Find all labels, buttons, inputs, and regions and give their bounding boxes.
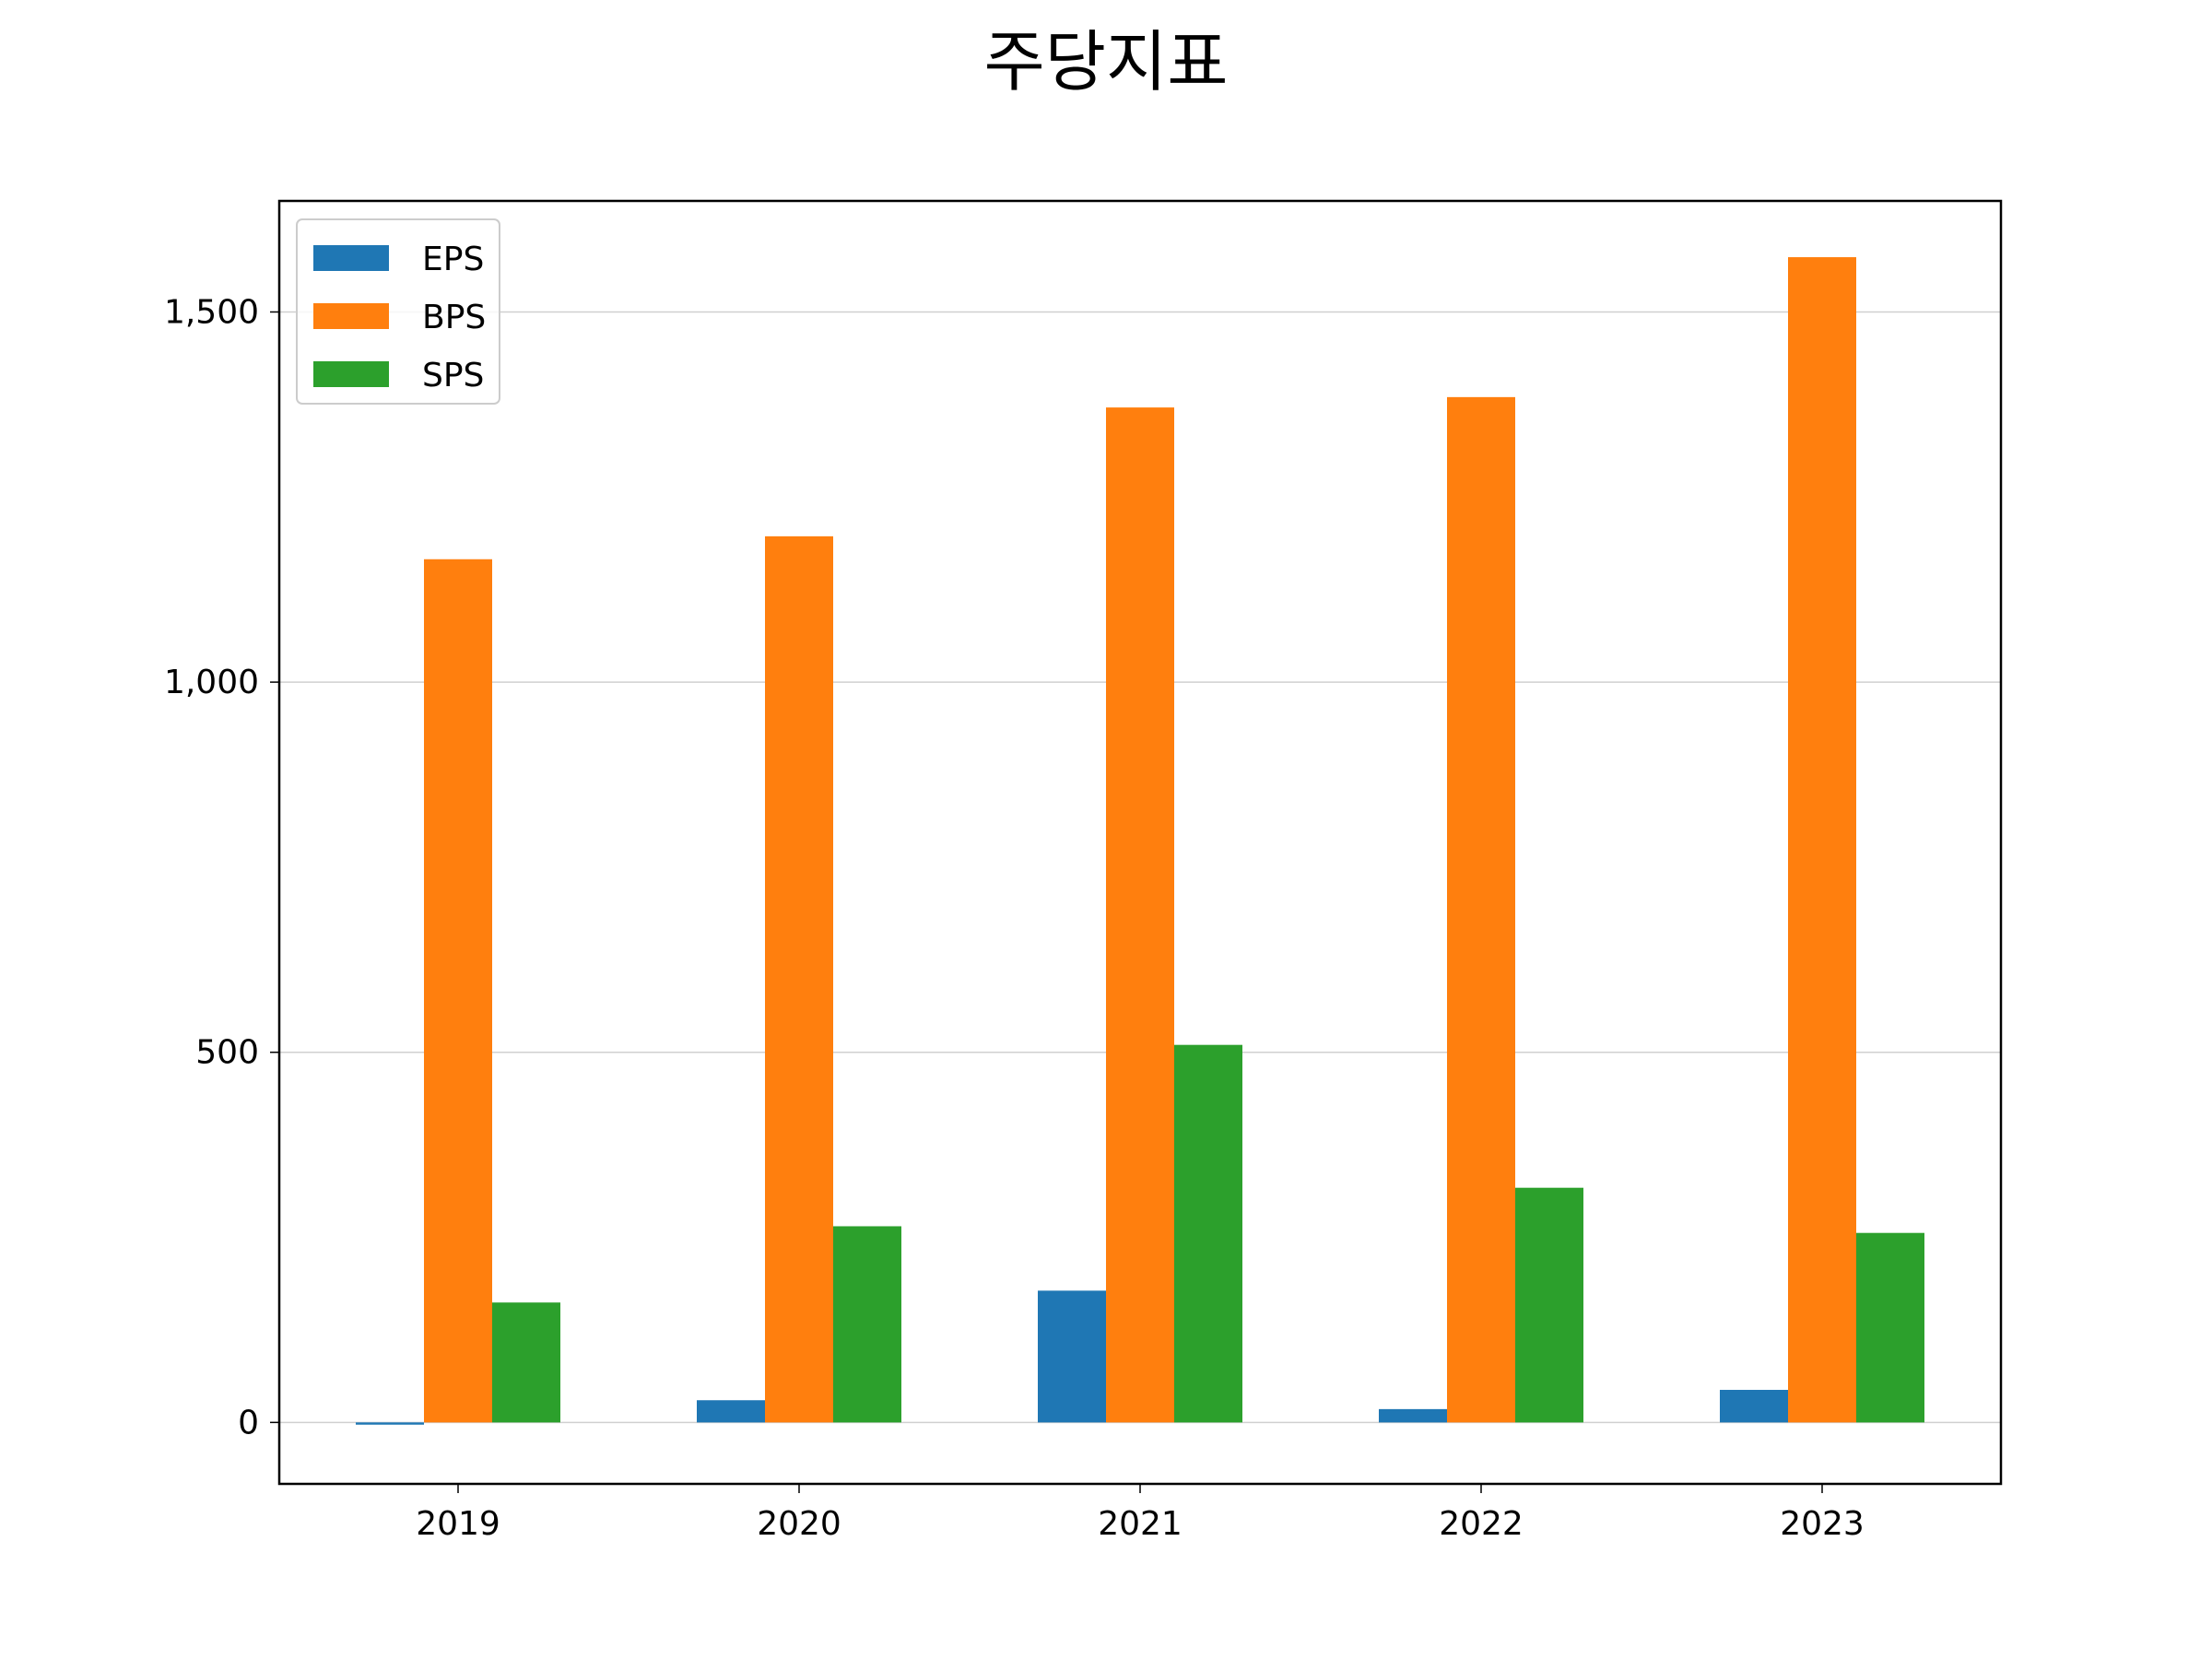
- legend-swatch-eps: [313, 245, 389, 271]
- bar-bps-2023: [1788, 257, 1856, 1423]
- bar-bps-2022: [1447, 396, 1515, 1423]
- legend-label-sps: SPS: [422, 357, 484, 394]
- bar-bps-2020: [765, 535, 833, 1423]
- plot-frame: [277, 199, 2003, 1486]
- bar-eps-2022: [1379, 1408, 1447, 1423]
- x-tick-label: 2020: [757, 1505, 841, 1543]
- bar-bps-2019: [424, 559, 492, 1423]
- legend-label-bps: BPS: [422, 299, 486, 336]
- chart-title: 주당지표: [984, 23, 1229, 100]
- axes: 0 500 1,000 1,500 2019 2020 2021 2022 2023: [164, 199, 2003, 1543]
- legend-swatch-bps: [313, 303, 389, 329]
- y-tick-label: 0: [238, 1404, 259, 1441]
- legend-swatch-sps: [313, 361, 389, 387]
- bars: [356, 257, 1924, 1425]
- bar-sps-2019: [492, 1302, 560, 1423]
- x-tick-label: 2021: [1098, 1505, 1182, 1543]
- x-tick-label: 2023: [1780, 1505, 1865, 1543]
- bar-sps-2023: [1856, 1232, 1924, 1423]
- bar-sps-2020: [833, 1226, 901, 1423]
- y-tick-label: 500: [195, 1034, 259, 1072]
- legend-label-eps: EPS: [422, 241, 484, 278]
- x-tick-label: 2022: [1439, 1505, 1524, 1543]
- legend: EPS BPS SPS: [296, 218, 500, 405]
- y-tick-label: 1,500: [164, 293, 259, 331]
- bar-sps-2021: [1174, 1044, 1242, 1423]
- bar-sps-2022: [1515, 1187, 1583, 1423]
- bar-eps-2020: [697, 1400, 765, 1423]
- x-tick-label: 2019: [416, 1505, 500, 1543]
- bar-eps-2021: [1038, 1290, 1106, 1423]
- y-tick-label: 1,000: [164, 664, 259, 701]
- bar-eps-2023: [1720, 1389, 1788, 1423]
- bar-eps-2019: [356, 1422, 424, 1425]
- bar-bps-2021: [1106, 407, 1174, 1423]
